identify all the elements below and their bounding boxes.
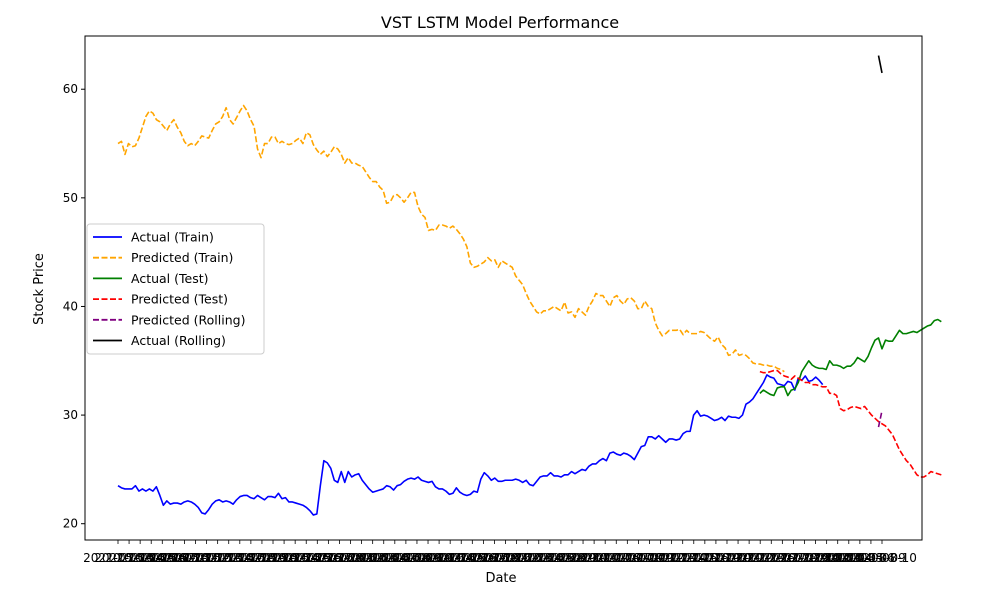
plot-frame	[84, 35, 923, 541]
x-tick-label: 2021-07-27	[736, 551, 806, 565]
x-tick-label: 2021-05-26	[271, 551, 341, 565]
series-line-predicted-train	[117, 104, 785, 373]
legend-box	[86, 223, 265, 355]
x-tick-label: 2021-07-01	[548, 551, 618, 565]
x-tick-label: 2021-06-02	[316, 551, 386, 565]
x-tick-label: 2021-06-22	[471, 551, 541, 565]
x-tick-label: 2021-06-01	[305, 551, 375, 565]
chart-title: VST LSTM Model Performance	[381, 13, 619, 32]
x-tick-label: 2021-06-29	[526, 551, 596, 565]
x-tick-label: 2021-07-07	[581, 551, 651, 565]
x-tick-label: 2021-06-25	[504, 551, 574, 565]
legend-label: Predicted (Rolling)	[131, 312, 245, 327]
x-tick-label: 2021-06-11	[393, 551, 463, 565]
x-tick-label: 2021-07-26	[725, 551, 795, 565]
x-tick-label: 2021-06-18	[449, 551, 519, 565]
x-tick-label: 2021-05-14	[183, 551, 253, 565]
x-tick-label: 2021-08-10	[847, 551, 917, 565]
x-tick-label: 2021-07-20	[681, 551, 751, 565]
x-tick-label: 2021-07-16	[659, 551, 729, 565]
legend: Actual (Train) Predicted (Train) Actual (T…	[86, 223, 265, 355]
y-axis-label: Stock Price	[32, 253, 47, 325]
x-tick-label: 2021-07-19	[670, 551, 740, 565]
x-tick-label: 2021-08-09	[836, 551, 906, 565]
x-tick-label: 2021-05-18	[205, 551, 275, 565]
x-tick-label: 2021-08-05	[814, 551, 884, 565]
x-tick-label: 2021-05-25	[260, 551, 330, 565]
x-tick-label: 2021-06-04	[338, 551, 408, 565]
legend-label: Predicted (Test)	[131, 292, 228, 307]
x-tick-label: 2021-07-22	[703, 551, 773, 565]
y-tick-label: 20	[63, 517, 78, 531]
x-tick-label: 2021-05-20	[227, 551, 297, 565]
legend-label: Actual (Test)	[131, 271, 209, 286]
x-tick-label: 2021-07-06	[570, 551, 640, 565]
x-tick-label: 2021-05-10	[138, 551, 208, 565]
x-tick-label: 2021-06-24	[493, 551, 563, 565]
x-tick-label: 2021-07-23	[714, 551, 784, 565]
x-axis-label: Date	[485, 571, 516, 586]
x-tick-label: 2021-07-13	[626, 551, 696, 565]
x-tick-label: 2021-05-12	[161, 551, 231, 565]
x-tick-label: 2021-05-11	[150, 551, 220, 565]
x-tick-label: 2021-06-17	[437, 551, 507, 565]
x-axis: 2021-05-032021-05-042021-05-052021-05-06…	[83, 540, 917, 565]
legend-label: Predicted (Train)	[131, 250, 233, 265]
x-tick-label: 2021-07-28	[747, 551, 817, 565]
x-tick-label: 2021-08-03	[792, 551, 862, 565]
x-tick-label: 2021-05-24	[249, 551, 319, 565]
x-tick-label: 2021-05-13	[172, 551, 242, 565]
x-tick-label: 2021-07-30	[770, 551, 840, 565]
series-layer	[117, 55, 942, 516]
x-tick-label: 2021-06-03	[327, 551, 397, 565]
y-tick-label: 50	[63, 191, 78, 205]
x-tick-label: 2021-07-08	[592, 551, 662, 565]
x-tick-label: 2021-06-14	[404, 551, 474, 565]
legend-label: Actual (Train)	[131, 230, 214, 245]
x-tick-label: 2021-06-08	[360, 551, 430, 565]
x-tick-label: 2021-05-28	[294, 551, 364, 565]
series-line-actual-train	[117, 374, 824, 516]
series-line-predicted-rolling	[877, 410, 883, 428]
x-tick-label: 2021-06-30	[537, 551, 607, 565]
x-tick-label: 2021-05-21	[238, 551, 308, 565]
x-tick-label: 2021-05-04	[94, 551, 164, 565]
series-line-actual-test	[759, 318, 942, 397]
x-tick-label: 2021-05-06	[116, 551, 186, 565]
x-tick-label: 2021-08-02	[781, 551, 851, 565]
x-tick-label: 2021-06-09	[371, 551, 441, 565]
x-tick-label: 2021-07-02	[559, 551, 629, 565]
x-tick-label: 2021-06-16	[426, 551, 496, 565]
x-tick-label: 2021-07-14	[637, 551, 707, 565]
x-tick-label: 2021-08-04	[803, 551, 873, 565]
x-tick-label: 2021-06-15	[415, 551, 485, 565]
x-tick-label: 2021-05-19	[216, 551, 286, 565]
series-line-predicted-test	[759, 369, 942, 478]
x-tick-label: 2021-06-23	[482, 551, 552, 565]
y-tick-label: 40	[63, 299, 78, 313]
x-tick-label: 2021-05-27	[282, 551, 352, 565]
y-tick-label: 30	[63, 408, 78, 422]
x-tick-label: 2021-05-17	[194, 551, 264, 565]
x-tick-label: 2021-08-06	[825, 551, 895, 565]
y-axis: 20 30 40 50 60	[63, 82, 85, 531]
x-tick-label: 2021-07-29	[759, 551, 829, 565]
x-tick-label: 2021-05-05	[105, 551, 175, 565]
series-line-actual-rolling	[877, 55, 883, 74]
y-tick-label: 60	[63, 82, 78, 96]
x-tick-label: 2021-07-12	[615, 551, 685, 565]
x-tick-label: 2021-05-07	[127, 551, 197, 565]
x-tick-label: 2021-06-21	[460, 551, 530, 565]
legend-label: Actual (Rolling)	[131, 333, 226, 348]
x-tick-label: 2021-05-03	[83, 551, 153, 565]
x-tick-label: 2021-07-15	[648, 551, 718, 565]
x-tick-label: 2021-06-28	[515, 551, 585, 565]
x-tick-label: 2021-07-21	[692, 551, 762, 565]
x-tick-label: 2021-06-07	[349, 551, 419, 565]
x-tick-label: 2021-06-10	[382, 551, 452, 565]
x-tick-label: 2021-07-09	[604, 551, 674, 565]
